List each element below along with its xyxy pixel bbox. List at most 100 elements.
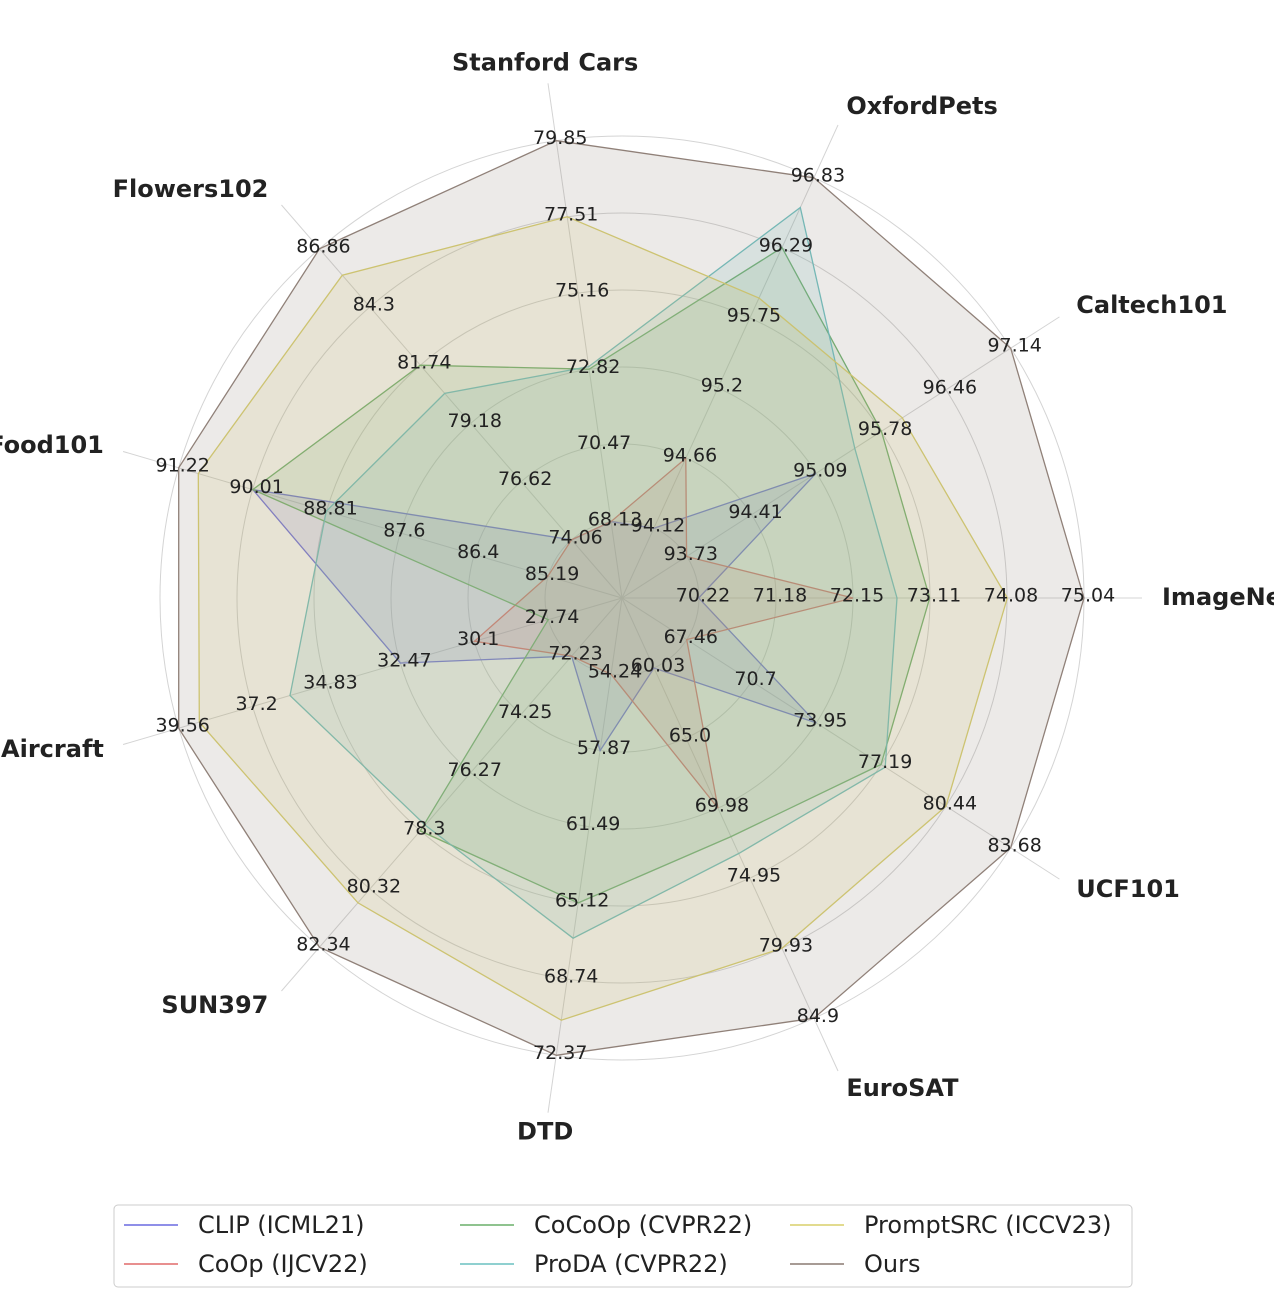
tick-label: 79.93	[759, 935, 813, 957]
tick-label: 74.08	[984, 585, 1038, 607]
tick-label: 72.15	[830, 585, 884, 607]
tick-label: 57.87	[577, 737, 631, 759]
series-cocoop-cvpr22	[251, 246, 931, 904]
tick-label: 65.12	[555, 889, 609, 911]
axis-spoke	[547, 83, 623, 599]
tick-label: 82.34	[296, 934, 350, 956]
tick-label: 72.23	[548, 643, 602, 665]
series-clip-icml21	[251, 472, 817, 753]
axis-spoke	[621, 124, 839, 599]
series-proda-cvpr22	[289, 206, 898, 939]
tick-label: 95.78	[858, 418, 912, 440]
tick-label: 73.95	[793, 709, 847, 731]
legend-label: CLIP (ICML21)	[198, 1211, 365, 1239]
radar-series	[178, 140, 1085, 1056]
tick-label: 86.4	[457, 541, 499, 563]
tick-label: 96.46	[923, 376, 977, 398]
tick-label: 60.03	[631, 655, 685, 677]
axis-title-flowers102: Flowers102	[113, 175, 269, 203]
tick-label: 96.83	[791, 164, 845, 186]
radar-axis-titles: ImageNet Caltech101 OxfordPets Stanford Car…	[0, 48, 1274, 1145]
tick-label: 76.27	[448, 759, 502, 781]
tick-label: 80.32	[347, 875, 401, 897]
legend: CLIP (ICML21) CoOp (IJCV22) CoCoOp (CVPR22…	[113, 1204, 1133, 1288]
tick-label: 80.44	[923, 793, 977, 815]
axis-title-dtd: DTD	[517, 1118, 573, 1146]
tick-label: 34.83	[303, 671, 357, 693]
tick-label: 54.24	[588, 661, 642, 683]
axis-title-aircraft: Aircraft	[1, 735, 104, 763]
tick-label: 76.62	[498, 468, 552, 490]
tick-label: 90.01	[229, 476, 283, 498]
tick-label: 70.7	[734, 668, 776, 690]
legend-label: PromptSRC (ICCV23)	[864, 1211, 1111, 1239]
tick-label: 85.19	[525, 563, 579, 585]
tick-label: 69.98	[695, 795, 749, 817]
tick-label: 94.41	[728, 501, 782, 523]
tick-label: 30.1	[457, 628, 499, 650]
series-coop-ijcv22	[472, 456, 854, 809]
axis-spoke	[621, 597, 1060, 880]
legend-label: CoOp (IJCV22)	[198, 1250, 368, 1278]
axis-title-eurosat: EuroSAT	[846, 1074, 959, 1102]
tick-label: 91.22	[156, 454, 210, 476]
tick-label: 32.47	[377, 650, 431, 672]
axis-spoke	[281, 204, 623, 599]
tick-label: 74.95	[727, 865, 781, 887]
tick-label: 81.74	[397, 352, 451, 374]
axis-title-ucf101: UCF101	[1076, 875, 1180, 903]
tick-label: 27.74	[525, 606, 579, 628]
tick-label: 97.14	[987, 335, 1041, 357]
tick-label: 70.22	[676, 585, 730, 607]
tick-label: 73.11	[907, 585, 961, 607]
radar-grid	[122, 83, 1142, 1113]
tick-label: 65.0	[669, 725, 711, 747]
axis-spoke	[547, 597, 623, 1113]
legend-label: ProDA (CVPR22)	[534, 1250, 728, 1278]
axis-title-food101: Food101	[0, 431, 104, 459]
tick-label: 84.3	[353, 294, 395, 316]
series-promptsrc-iccv23	[197, 216, 1009, 1021]
axis-spoke	[621, 316, 1060, 599]
tick-label: 74.06	[548, 526, 602, 548]
tick-label: 75.04	[1061, 585, 1115, 607]
tick-label: 39.56	[156, 715, 210, 737]
series-ours	[178, 140, 1085, 1056]
tick-label: 68.74	[544, 966, 598, 988]
tick-label: 94.66	[663, 444, 717, 466]
tick-label: 79.18	[448, 410, 502, 432]
legend-label: Ours	[864, 1250, 920, 1278]
tick-label: 84.9	[797, 1005, 839, 1027]
axis-spoke	[122, 597, 623, 745]
tick-label: 70.47	[577, 432, 631, 454]
tick-label: 77.19	[858, 751, 912, 773]
tick-label: 83.68	[987, 834, 1041, 856]
axis-spoke	[281, 597, 623, 992]
tick-label: 87.6	[383, 519, 425, 541]
tick-label: 77.51	[544, 203, 598, 225]
tick-label: 86.86	[296, 235, 350, 257]
tick-label: 95.2	[701, 374, 743, 396]
axis-spoke	[621, 597, 839, 1072]
axis-title-caltech101: Caltech101	[1076, 291, 1227, 319]
tick-label: 88.81	[303, 498, 357, 520]
axis-title-oxfordpets: OxfordPets	[846, 92, 997, 120]
tick-label: 95.09	[793, 460, 847, 482]
tick-label: 71.18	[753, 585, 807, 607]
tick-label: 75.16	[555, 280, 609, 302]
axis-spoke	[122, 451, 623, 599]
tick-label: 79.85	[533, 127, 587, 149]
axis-title-stanford-cars: Stanford Cars	[452, 48, 638, 76]
radar-tick-labels: 70.22 71.18 72.15 73.11 74.08 75.04 93.73 94.41…	[156, 127, 1116, 1064]
tick-label: 61.49	[566, 813, 620, 835]
legend-box	[113, 1204, 1133, 1288]
tick-label: 78.3	[403, 817, 445, 839]
tick-label: 74.25	[498, 701, 552, 723]
tick-label: 68.13	[588, 508, 642, 530]
tick-label: 37.2	[235, 693, 277, 715]
tick-label: 72.82	[566, 356, 620, 378]
tick-label: 72.37	[533, 1042, 587, 1064]
tick-label: 93.73	[664, 543, 718, 565]
axis-title-imagenet: ImageNet	[1162, 583, 1274, 611]
